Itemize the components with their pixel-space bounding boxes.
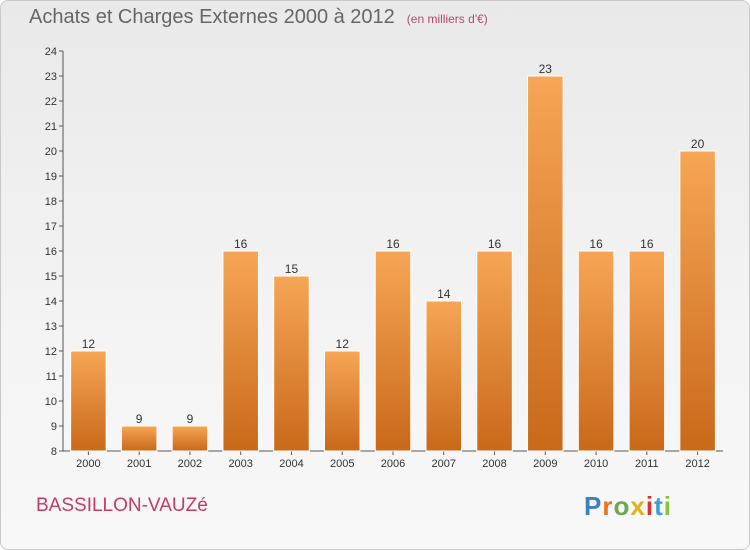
bar [679, 150, 716, 452]
y-tick-label: 13 [45, 321, 57, 333]
logo-letter: i [645, 491, 655, 521]
y-tick-label: 17 [45, 221, 57, 233]
bar [171, 425, 209, 452]
x-tick-label: 2006 [381, 458, 405, 470]
bar-value-label: 12 [82, 337, 96, 351]
x-tick-label: 2011 [635, 458, 659, 470]
y-tick-label: 18 [45, 196, 57, 208]
bar [323, 350, 361, 452]
bars [70, 75, 716, 452]
bar-value-label: 23 [539, 62, 553, 76]
bar-chart: 8 9 10 11 12 13 14 15 16 17 18 19 20 21 22 23 24 2000 2001… [45, 46, 723, 470]
bar-value-label: 9 [136, 412, 143, 426]
x-tick-label: 2005 [330, 458, 354, 470]
chart-title: Achats et Charges Externes 2000 à 2012 [29, 6, 395, 28]
bar [476, 250, 513, 452]
logo-letter: t [654, 491, 664, 521]
bar-value-label: 20 [691, 137, 705, 151]
bar [425, 300, 463, 452]
x-tick-label: 2001 [127, 458, 151, 470]
x-tick-label: 2008 [482, 458, 506, 470]
logo-letter: P [584, 491, 603, 521]
x-tick-label: 2009 [533, 458, 557, 470]
y-tick-label: 10 [45, 396, 57, 408]
y-tick-label: 22 [45, 96, 57, 108]
bar [374, 250, 412, 452]
y-tick-label: 9 [51, 421, 57, 433]
logo-letter: o [613, 491, 631, 521]
y-tick-label: 12 [45, 346, 57, 358]
y-tick-label: 11 [46, 371, 57, 383]
bar-value-label: 16 [640, 237, 654, 251]
bar-value-label: 16 [234, 237, 248, 251]
bar-value-label: 16 [488, 237, 502, 251]
y-tick-label: 19 [45, 171, 57, 183]
y-tick-label: 24 [45, 46, 57, 58]
bar [577, 250, 615, 452]
bar-value-label: 14 [437, 287, 451, 301]
x-tick-label: 2000 [76, 458, 100, 470]
bar [70, 350, 107, 452]
y-tick-label: 23 [45, 71, 57, 83]
logo-letter: r [602, 491, 614, 521]
data-labels: 12 9 9 16 15 12 16 14 16 23 16 16 20 [82, 62, 705, 426]
proxiti-logo: Proxiti [584, 491, 672, 522]
x-tick-label: 2010 [584, 458, 608, 470]
y-tick-label: 15 [45, 271, 57, 283]
logo-letter: i [663, 491, 672, 521]
x-tick-label: 2012 [685, 458, 709, 470]
bar-value-label: 9 [187, 412, 194, 426]
x-tick-label: 2003 [228, 458, 252, 470]
x-tick-label: 2007 [432, 458, 456, 470]
y-tick-label: 16 [45, 246, 57, 258]
chart-subtitle: (en milliers d'€) [406, 12, 488, 26]
y-tick-label: 20 [45, 146, 57, 158]
bar [527, 75, 564, 452]
y-tick-label: 14 [45, 296, 57, 308]
bar [628, 250, 666, 452]
bar [222, 250, 259, 452]
bar [273, 275, 310, 452]
bar-value-label: 16 [589, 237, 603, 251]
bar [120, 425, 158, 452]
logo-letter: x [630, 491, 646, 521]
x-tick-label: 2002 [178, 458, 202, 470]
x-tick-label: 2004 [279, 458, 303, 470]
y-tick-label: 8 [51, 446, 57, 458]
location-name: BASSILLON-VAUZé [36, 495, 208, 516]
y-tick-label: 21 [45, 121, 57, 133]
title-row: Achats et Charges Externes 2000 à 2012 (… [29, 6, 488, 29]
bar-value-label: 15 [285, 262, 299, 276]
bar-value-label: 16 [386, 237, 400, 251]
bar-value-label: 12 [336, 337, 350, 351]
